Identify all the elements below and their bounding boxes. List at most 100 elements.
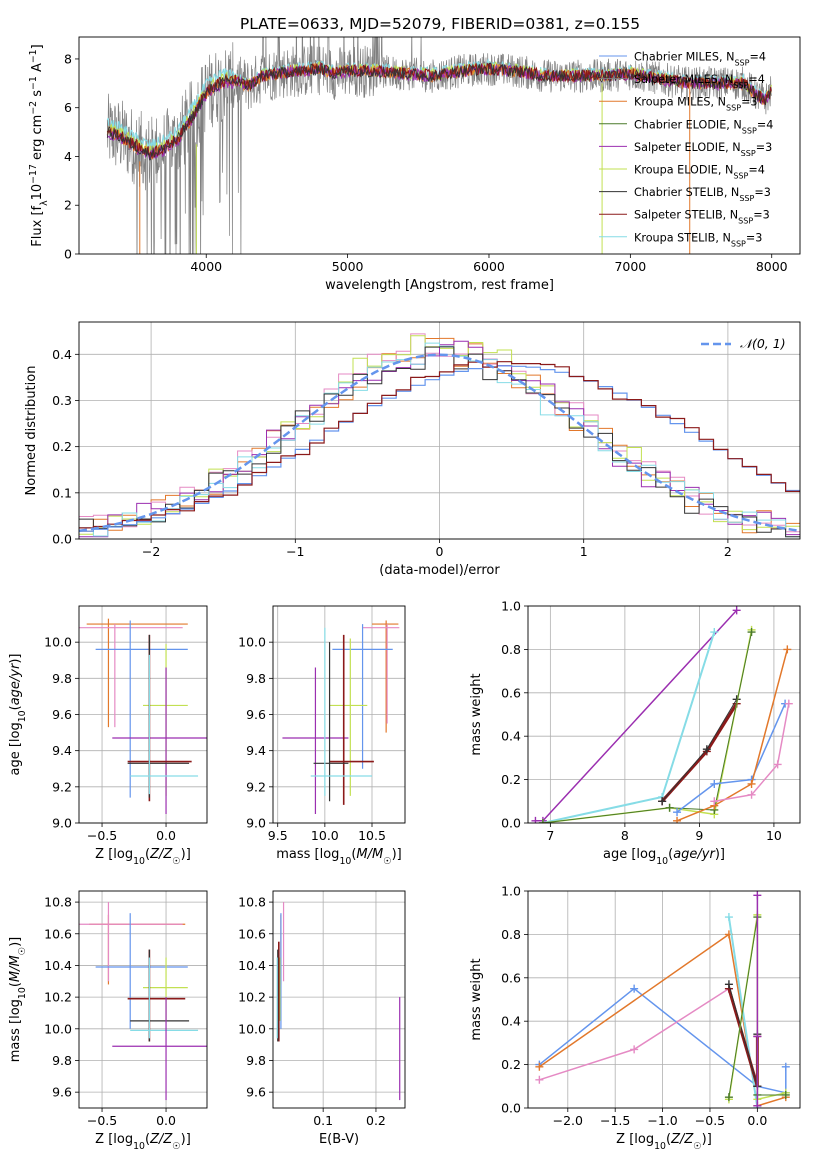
mass-vs-Z-xlabel-part: Z/Z xyxy=(149,1132,173,1147)
age-vs-mass-xlabel-part: ( xyxy=(351,847,356,862)
age-vs-Z-xlabel: Z [log10(Z/Z☉)] xyxy=(95,847,191,867)
spectrum-legend-label-part: =3 xyxy=(754,186,771,199)
residuals-ylabel-part: Normed distribution xyxy=(24,366,39,496)
age-vs-Z-xlabel-part: ( xyxy=(145,847,150,862)
age-vs-mass-frame xyxy=(272,605,406,824)
mass-weight-vs-Z-xlabel-part: 10 xyxy=(654,1141,666,1152)
spectrum-xtick-label: 8000 xyxy=(756,259,788,274)
mass-vs-Z-ylabel-part: mass [log xyxy=(8,999,23,1062)
mass-weight-vs-Z-ytick-label: 0.0 xyxy=(501,1101,521,1116)
mass-weight-vs-Z-series-point xyxy=(630,984,639,993)
mass-weight-vs-age-xtick-label: 7 xyxy=(546,828,554,843)
residuals-hist-series-1 xyxy=(79,361,800,529)
mass-vs-Z-xlabel: Z [log10(Z/Z☉)] xyxy=(95,1132,191,1152)
spectrum-legend-label-part: =4 xyxy=(748,164,765,177)
mass-weight-vs-Z-ytick-label: 0.4 xyxy=(501,1014,521,1029)
mass-weight-vs-age-series-point xyxy=(747,790,756,799)
mass-vs-ebv-axes: 0.1 0.2 9.6 9.8 10.0 10.2 10.4 10.6 10.8 xyxy=(238,891,405,1128)
mass-weight-vs-Z-series-point xyxy=(535,1075,544,1084)
mass-weight-vs-Z-xtick-label: −1.0 xyxy=(647,1113,677,1128)
spectrum-ytick-label: 8 xyxy=(64,51,72,66)
spectrum-legend-label-part: SSP xyxy=(738,216,753,225)
age-vs-Z-ytick-label: 9.2 xyxy=(52,779,72,794)
spectrum-legend-label: Kroupa MILES, NSSP=3 xyxy=(634,96,758,113)
age-vs-Z-xtick-label: −0.5 xyxy=(87,828,117,843)
mass-vs-ebv-xlabel-part: E(B-V) xyxy=(319,1132,359,1147)
age-vs-mass-xtick-label: 9.5 xyxy=(268,828,288,843)
spectrum-legend-label-part: SSP xyxy=(734,58,749,67)
spectrum-legend-label: Kroupa ELODIE, NSSP=4 xyxy=(634,164,765,181)
spectrum-xtick-label: 7000 xyxy=(614,259,646,274)
mass-weight-vs-Z-series-point xyxy=(781,1062,790,1071)
mass-vs-ebv-plot-area xyxy=(276,902,401,1101)
spectrum-legend-label-part: =3 xyxy=(753,209,770,222)
age-vs-Z-xlabel-part: Z [log xyxy=(95,847,133,862)
age-vs-mass-xlabel: mass [log10(M/M☉)] xyxy=(276,847,402,867)
spectrum-legend-label-part: Salpeter STELIB, N xyxy=(634,209,738,222)
spectrum-legend-label-part: =4 xyxy=(750,51,767,64)
spectrum-ylabel-part: erg cm xyxy=(30,115,45,164)
mass-weight-vs-Z-xtick-label: −1.5 xyxy=(600,1113,630,1128)
mass-weight-vs-age-xlabel-part: age/yr xyxy=(673,847,716,862)
spectrum-ylabel-part: −17 xyxy=(28,164,39,184)
spectrum-legend-label: Salpeter MILES, NSSP=4 xyxy=(634,73,765,90)
residuals-xlabel-part: (data-model)/error xyxy=(379,563,500,578)
mass-weight-vs-age-series-line-8 xyxy=(714,703,790,803)
age-vs-Z-xlabel-part: 10 xyxy=(133,856,145,867)
mass-vs-Z-ylabel-part: 10 xyxy=(17,987,28,999)
mass-weight-vs-Z-xlabel-part: )] xyxy=(702,1132,712,1147)
mass-vs-Z-ytick-label: 10.2 xyxy=(44,990,72,1005)
figure-title: PLATE=0633, MJD=52079, FIBERID=0381, z=0… xyxy=(240,15,640,33)
spectrum-xtick-label: 6000 xyxy=(473,259,505,274)
mass-weight-vs-Z-ylabel: mass weight xyxy=(469,958,484,1040)
spectrum-legend-label-part: =4 xyxy=(748,73,765,86)
age-vs-Z-plot-area xyxy=(79,618,207,814)
mass-vs-Z-xlabel-part: ☉ xyxy=(172,1141,180,1152)
residuals-gaussian-line xyxy=(79,353,800,533)
mass-weight-vs-age-series-point xyxy=(658,797,667,806)
residuals-xtick-label: 2 xyxy=(724,544,732,559)
age-vs-Z-frame xyxy=(78,605,208,824)
spectrum-legend-label-part: Salpeter ELODIE, N xyxy=(634,141,741,154)
mass-weight-vs-age-series-point xyxy=(710,628,719,637)
mass-weight-vs-age-frame xyxy=(527,605,801,824)
spectrum-legend-label-part: SSP xyxy=(726,103,741,112)
spectrum-legend-label-part: =4 xyxy=(757,118,774,131)
mass-weight-vs-Z-series-point xyxy=(724,913,733,922)
residuals-xtick-label: −1 xyxy=(286,544,304,559)
spectrum-xlabel-part: wavelength [Angstrom, rest frame] xyxy=(325,278,554,293)
age-vs-Z-ytick-label: 9.0 xyxy=(52,816,72,831)
age-vs-mass-ytick-label: 9.0 xyxy=(246,816,266,831)
mass-vs-ebv-ytick-label: 9.8 xyxy=(246,1053,266,1068)
spectrum-legend-label-part: SSP xyxy=(733,171,748,180)
spectrum-xtick-label: 4000 xyxy=(190,259,222,274)
residuals-xtick-label: 0 xyxy=(436,544,444,559)
age-vs-Z-ytick-label: 9.6 xyxy=(52,707,72,722)
mass-vs-Z-ylabel-part: M/M xyxy=(8,955,23,982)
spectrum-legend-label-part: SSP xyxy=(742,126,757,135)
mass-weight-vs-age-xlabel: age [log10(age/yr)] xyxy=(603,847,725,867)
mass-weight-vs-Z-series-point xyxy=(630,1045,639,1054)
mass-weight-vs-age-xtick-label: 9 xyxy=(695,828,703,843)
spectrum-legend-label: Chabrier STELIB, NSSP=3 xyxy=(634,186,771,203)
mass-weight-vs-age-series-point xyxy=(784,699,793,708)
spectrum-legend-label-part: Chabrier STELIB, N xyxy=(634,186,739,199)
mass-vs-Z-ytick-label: 10.8 xyxy=(44,895,72,910)
mass-weight-vs-Z-series-point xyxy=(781,1090,790,1099)
residuals-ytick-label: 0.2 xyxy=(52,439,72,454)
mass-vs-Z-ylabel-part: ( xyxy=(8,982,23,987)
age-vs-Z-xlabel-part: Z/Z xyxy=(149,847,173,862)
mass-weight-vs-Z-series-point xyxy=(753,1101,762,1108)
spectrum-plot-area xyxy=(106,37,772,254)
mass-vs-Z-ytick-label: 10.4 xyxy=(44,958,72,973)
age-vs-Z-ylabel: age [log10(age/yr)] xyxy=(8,653,28,775)
residuals-ytick-label: 0.1 xyxy=(52,485,72,500)
age-vs-Z-ytick-label: 9.4 xyxy=(52,743,72,758)
age-vs-mass-xlabel-part: 10 xyxy=(339,856,351,867)
spectrum-model-line-5 xyxy=(106,62,772,161)
mass-vs-ebv-frame xyxy=(272,890,406,1109)
mass-vs-Z-ytick-label: 9.8 xyxy=(52,1053,72,1068)
plot-layer: 4000 5000 6000 7000 8000 0 2 4 6 8 Chabrier MILES,… xyxy=(8,36,801,1152)
mass-weight-vs-Z-series-line-3 xyxy=(727,916,759,1108)
